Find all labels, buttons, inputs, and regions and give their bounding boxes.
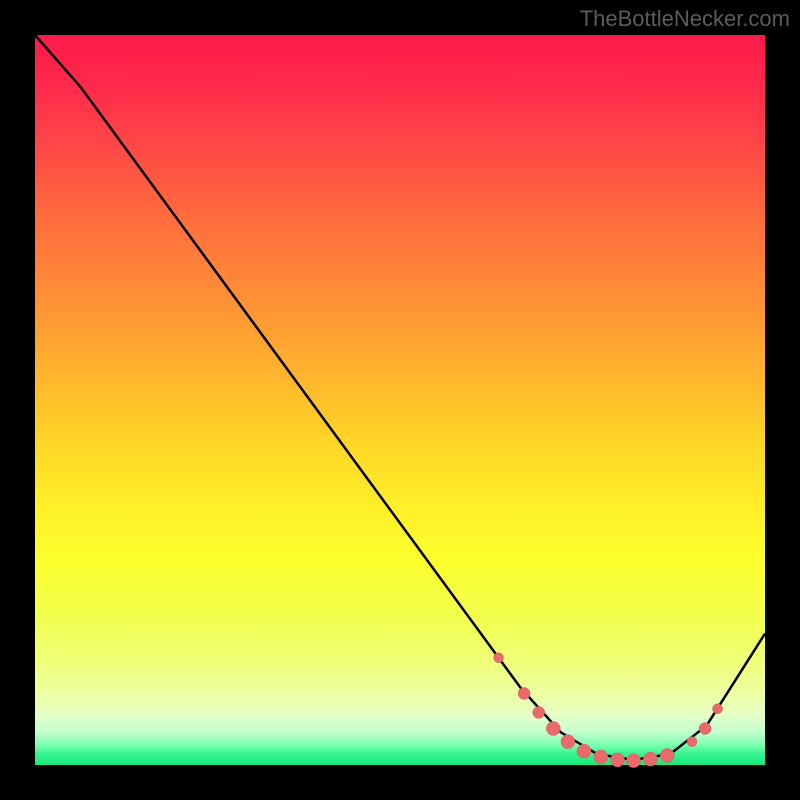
data-marker (660, 749, 674, 763)
data-marker (611, 753, 625, 767)
chart-overlay (0, 0, 800, 800)
watermark-text: TheBottleNecker.com (580, 6, 790, 32)
data-marker (643, 752, 657, 766)
data-marker (518, 687, 530, 699)
data-marker (594, 750, 608, 764)
data-marker (561, 735, 575, 749)
data-marker (627, 754, 641, 768)
data-markers (494, 653, 723, 768)
data-marker (533, 706, 545, 718)
chart-line (35, 35, 765, 760)
data-marker (713, 704, 723, 714)
chart-container: TheBottleNecker.com (0, 0, 800, 800)
data-marker (546, 722, 560, 736)
data-marker (699, 723, 711, 735)
data-marker (577, 744, 591, 758)
data-marker (687, 737, 697, 747)
data-marker (494, 653, 504, 663)
